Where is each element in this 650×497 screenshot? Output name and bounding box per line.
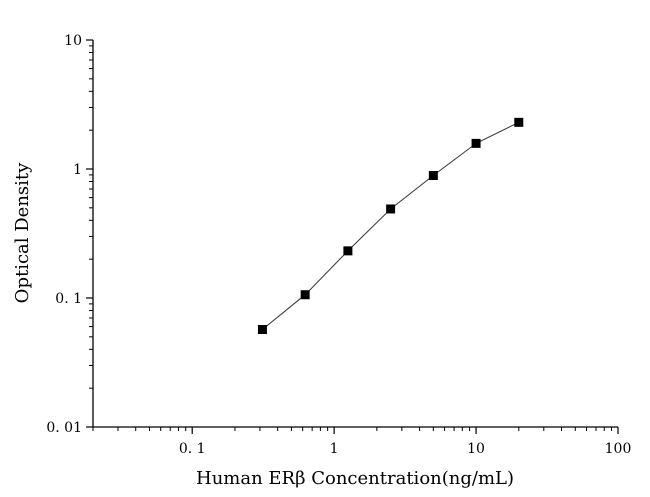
y-axis: 0. 01 0. 1 1 10 [46, 33, 93, 436]
y-tick-label: 10 [64, 33, 82, 49]
data-point-marker [257, 324, 267, 334]
data-point-marker [471, 138, 481, 148]
x-axis-title: Human ERβ Concentration(ng/mL) [196, 468, 514, 489]
data-point-marker [343, 246, 353, 256]
x-tick-label: 10 [467, 441, 485, 457]
x-tick-label: 1 [330, 441, 339, 457]
y-axis-title: Optical Density [12, 162, 33, 303]
data-point-marker [428, 171, 438, 181]
data-point-marker [300, 290, 310, 300]
y-tick-label: 0. 1 [55, 291, 82, 307]
chart-axes [92, 40, 618, 428]
x-tick-label: 100 [605, 441, 632, 457]
data-series [257, 117, 524, 334]
x-axis: 0. 1 1 10 100 [92, 427, 632, 457]
y-tick-label: 1 [73, 162, 82, 178]
x-tick-label: 0. 1 [179, 441, 206, 457]
data-point-marker [514, 117, 524, 127]
y-tick-label: 0. 01 [46, 420, 82, 436]
data-point-marker [386, 204, 396, 214]
